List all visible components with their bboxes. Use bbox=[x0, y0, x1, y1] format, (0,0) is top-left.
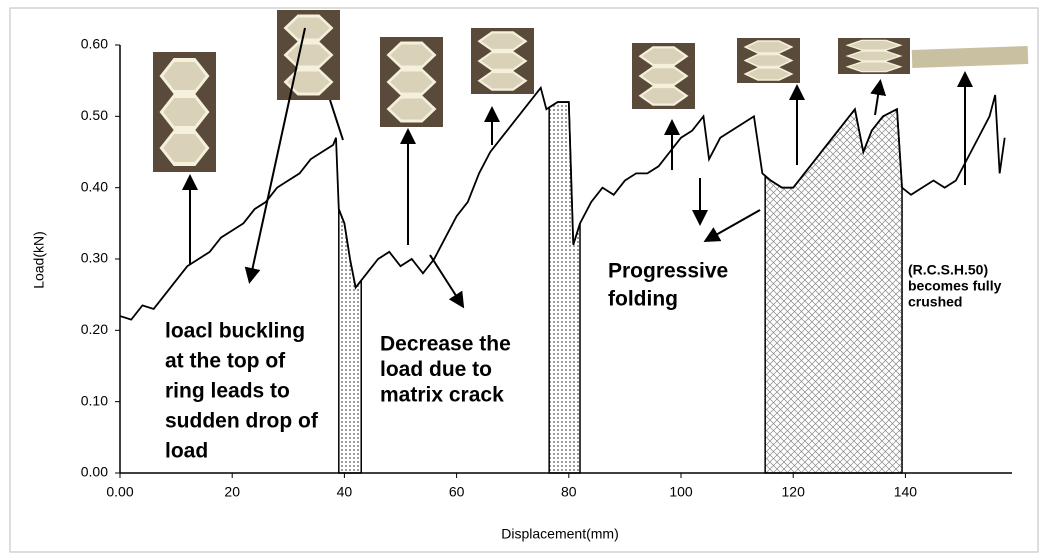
photo bbox=[378, 35, 445, 129]
arrow bbox=[429, 254, 465, 309]
annotation: crushed bbox=[908, 294, 962, 310]
photo bbox=[151, 50, 218, 174]
x-tick-label: 120 bbox=[782, 484, 806, 500]
arrow bbox=[329, 99, 344, 141]
x-tick-label: 140 bbox=[894, 484, 918, 500]
y-tick-label: 0.30 bbox=[81, 250, 108, 266]
annotation: (R.C.S.H.50) bbox=[908, 262, 988, 278]
photo bbox=[911, 45, 1029, 69]
x-axis-label: Displacement(mm) bbox=[501, 526, 618, 542]
annotation: loacl buckling bbox=[165, 320, 305, 343]
arrows bbox=[182, 27, 973, 309]
photo bbox=[275, 8, 342, 102]
annotation: folding bbox=[608, 288, 678, 311]
y-tick-label: 0.50 bbox=[81, 107, 108, 123]
shaded-region bbox=[548, 101, 581, 474]
annotation: Decrease the bbox=[380, 333, 511, 356]
annotation: becomes fully bbox=[908, 278, 1002, 294]
shaded-region bbox=[338, 208, 362, 474]
x-tick-label: 100 bbox=[669, 484, 693, 500]
y-tick-label: 0.40 bbox=[81, 178, 108, 194]
y-tick-label: 0.60 bbox=[81, 36, 108, 52]
data-line bbox=[119, 85, 1006, 321]
x-tick-label: 80 bbox=[561, 484, 577, 500]
y-tick-label: 0.20 bbox=[81, 321, 108, 337]
photo bbox=[735, 36, 802, 85]
y-axis-label: Load(kN) bbox=[31, 231, 47, 289]
x-tick-label: 60 bbox=[449, 484, 465, 500]
y-tick-label: 0.00 bbox=[81, 464, 108, 480]
annotation: sudden drop of bbox=[165, 410, 319, 433]
annotation: load due to bbox=[380, 358, 492, 381]
arrow bbox=[870, 79, 887, 116]
photo bbox=[836, 36, 912, 76]
annotation: Progressive bbox=[608, 260, 728, 283]
plot-area: 0.00 0.10 0.20 0.30 0.40 0.50 0.60 0.00 20 40 60 80… bbox=[81, 36, 1012, 500]
x-tick-label: 20 bbox=[224, 484, 240, 500]
annotation: load bbox=[165, 440, 208, 463]
photos bbox=[151, 8, 1029, 174]
arrow bbox=[703, 209, 761, 242]
annotation: at the top of bbox=[165, 350, 286, 373]
annotation: ring leads to bbox=[165, 380, 290, 403]
x-tick-label: 0.00 bbox=[106, 484, 133, 500]
annotation: matrix crack bbox=[380, 384, 504, 407]
photo bbox=[469, 26, 536, 96]
shaded-region bbox=[764, 107, 903, 474]
photo bbox=[630, 41, 697, 111]
x-tick-label: 40 bbox=[337, 484, 353, 500]
y-tick-label: 0.10 bbox=[81, 392, 108, 408]
arrow bbox=[244, 27, 306, 284]
frame bbox=[9, 7, 1039, 553]
